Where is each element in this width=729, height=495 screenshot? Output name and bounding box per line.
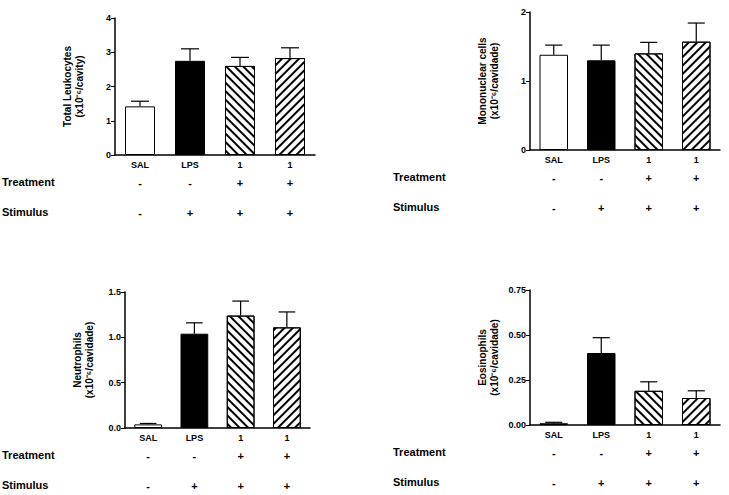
svg-text:+: + (646, 447, 652, 459)
svg-text:1: 1 (646, 155, 651, 165)
svg-text:Stimulus: Stimulus (393, 476, 439, 488)
svg-text:+: + (287, 207, 293, 219)
svg-text:1: 1 (694, 155, 699, 165)
svg-text:-: - (138, 177, 142, 189)
svg-text:SAL: SAL (545, 430, 564, 440)
svg-text:1: 1 (521, 76, 526, 86)
svg-text:+: + (693, 477, 699, 489)
svg-text:-: - (552, 202, 556, 214)
svg-text:0.00: 0.00 (508, 420, 526, 430)
svg-text:-: - (138, 207, 142, 219)
svg-text:1: 1 (284, 433, 289, 443)
svg-text:1: 1 (237, 160, 242, 170)
svg-text:+: + (646, 477, 652, 489)
svg-text:+: + (237, 450, 243, 462)
svg-text:+: + (287, 177, 293, 189)
svg-text:2: 2 (106, 82, 111, 92)
svg-text:Eosinophils: Eosinophils (477, 329, 488, 386)
svg-text:Neutrophils: Neutrophils (72, 332, 83, 388)
svg-text:0: 0 (521, 145, 526, 155)
svg-text:0.0: 0.0 (108, 423, 121, 433)
svg-text:-: - (146, 450, 150, 462)
svg-text:Treatment: Treatment (2, 176, 55, 188)
svg-text:SAL: SAL (545, 155, 564, 165)
svg-text:+: + (237, 207, 243, 219)
svg-text:Mononuclear cells: Mononuclear cells (477, 37, 488, 125)
svg-text:Stimulus: Stimulus (2, 479, 48, 491)
svg-text:+: + (646, 202, 652, 214)
svg-text:1: 1 (694, 430, 699, 440)
svg-text:3: 3 (106, 47, 111, 57)
svg-text:0: 0 (106, 150, 111, 160)
svg-text:(x10⁻⁶/cavidade): (x10⁻⁶/cavidade) (84, 322, 95, 399)
svg-text:+: + (191, 480, 197, 492)
svg-text:0.75: 0.75 (508, 285, 526, 295)
svg-text:0.5: 0.5 (108, 378, 121, 388)
svg-text:+: + (284, 450, 290, 462)
svg-text:1: 1 (646, 430, 651, 440)
svg-text:1: 1 (238, 433, 243, 443)
svg-text:-: - (599, 172, 603, 184)
svg-text:+: + (598, 477, 604, 489)
svg-text:-: - (146, 480, 150, 492)
svg-text:Treatment: Treatment (393, 446, 446, 458)
svg-text:-: - (552, 477, 556, 489)
svg-text:-: - (193, 450, 197, 462)
svg-text:Treatment: Treatment (2, 449, 55, 461)
svg-text:(x10⁻⁶/cavidade): (x10⁻⁶/cavidade) (489, 43, 500, 120)
svg-text:SAL: SAL (139, 433, 158, 443)
svg-text:Stimulus: Stimulus (393, 201, 439, 213)
svg-text:+: + (237, 480, 243, 492)
svg-text:-: - (599, 447, 603, 459)
svg-text:2: 2 (521, 7, 526, 17)
svg-text:4: 4 (106, 13, 111, 23)
svg-text:1.5: 1.5 (108, 287, 121, 297)
svg-text:LPS: LPS (592, 430, 610, 440)
svg-text:+: + (693, 172, 699, 184)
svg-text:-: - (188, 177, 192, 189)
svg-text:+: + (693, 202, 699, 214)
svg-text:1: 1 (106, 116, 111, 126)
svg-text:1: 1 (287, 160, 292, 170)
svg-text:+: + (646, 172, 652, 184)
svg-text:0.25: 0.25 (508, 375, 526, 385)
svg-text:+: + (237, 177, 243, 189)
svg-text:-: - (552, 447, 556, 459)
svg-text:LPS: LPS (592, 155, 610, 165)
svg-text:LPS: LPS (186, 433, 204, 443)
svg-text:Treatment: Treatment (393, 171, 446, 183)
svg-text:+: + (693, 447, 699, 459)
svg-text:1.0: 1.0 (108, 332, 121, 342)
svg-text:(x10⁻⁶/cavidade): (x10⁻⁶/cavidade) (489, 319, 500, 396)
svg-text:Total Leukocytes: Total Leukocytes (62, 46, 73, 127)
svg-text:(x10⁻⁶/cavity): (x10⁻⁶/cavity) (74, 55, 85, 117)
svg-text:Stimulus: Stimulus (2, 206, 48, 218)
svg-text:LPS: LPS (181, 160, 199, 170)
svg-text:+: + (187, 207, 193, 219)
svg-text:+: + (598, 202, 604, 214)
svg-text:+: + (284, 480, 290, 492)
svg-text:-: - (552, 172, 556, 184)
svg-text:SAL: SAL (131, 160, 150, 170)
svg-text:0.50: 0.50 (508, 330, 526, 340)
